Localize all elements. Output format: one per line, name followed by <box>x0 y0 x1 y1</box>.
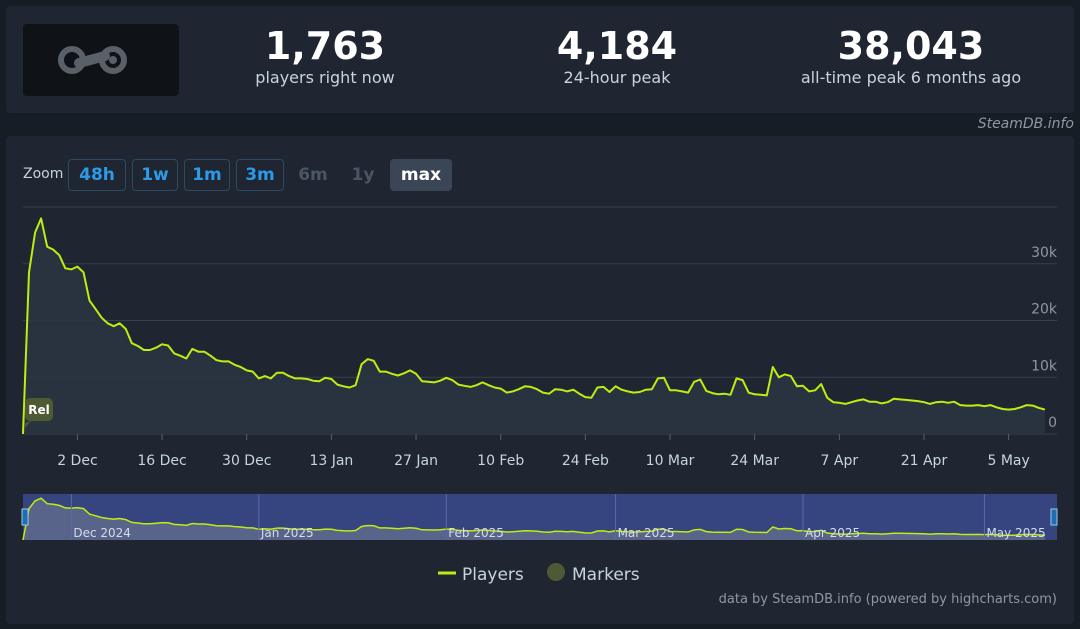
zoom-48h-button[interactable]: 48h <box>68 159 126 191</box>
x-tick-label: 16 Dec <box>137 453 186 469</box>
steam-logo-icon <box>58 46 127 74</box>
x-tick-label: 7 Apr <box>821 453 859 469</box>
navigator-label: Jan 2025 <box>260 526 314 540</box>
navigator-label: Feb 2025 <box>448 526 504 540</box>
x-tick-label: 5 May <box>987 453 1029 469</box>
y-tick-label: 30k <box>1031 245 1058 261</box>
x-tick-label: 2 Dec <box>57 453 97 469</box>
x-tick-label: 24 Mar <box>730 453 779 469</box>
navigator-label: Dec 2024 <box>73 526 131 540</box>
zoom-label: Zoom <box>23 166 64 182</box>
source-note[interactable]: SteamDB.info <box>977 116 1074 132</box>
x-tick-label: 30 Dec <box>222 453 271 469</box>
navigator-handle-left[interactable] <box>21 508 29 526</box>
current-players-value: 1,763 <box>264 24 386 68</box>
current-players-label: players right now <box>255 68 395 87</box>
release-marker-label: Rel <box>28 403 50 417</box>
steam-logo[interactable] <box>23 24 179 96</box>
x-tick-label: 21 Apr <box>901 453 948 469</box>
stat-all-time-peak: 38,043 all-time peak 6 months ago <box>776 24 1046 88</box>
navigator-area <box>23 498 1045 540</box>
peak-24h-value: 4,184 <box>556 24 678 68</box>
stat-current-players: 1,763 players right now <box>240 24 410 88</box>
zoom-1w-button[interactable]: 1w <box>132 159 178 191</box>
all-time-peak-value: 38,043 <box>837 24 985 68</box>
y-tick-label: 20k <box>1031 302 1058 318</box>
navigator-label: Apr 2025 <box>805 526 860 540</box>
x-tick-label: 13 Jan <box>309 453 353 469</box>
zoom-max-button[interactable]: max <box>390 159 452 191</box>
y-tick-label: 10k <box>1031 358 1058 374</box>
navigator-label: May 2025 <box>986 526 1045 540</box>
release-marker <box>25 398 53 421</box>
all-time-peak-label: all-time peak 6 months ago <box>800 68 1022 87</box>
zoom-1y-button[interactable]: 1y <box>340 159 386 191</box>
players-area <box>23 218 1045 434</box>
zoom-3m-button[interactable]: 3m <box>236 159 284 191</box>
legend-markers-label[interactable]: Markers <box>572 565 640 585</box>
legend-players-label[interactable]: Players <box>462 565 524 585</box>
chart-credits[interactable]: data by SteamDB.info (powered by highcha… <box>718 592 1057 607</box>
x-tick-label: 10 Mar <box>646 453 695 469</box>
stats-panel: 1,763 players right now 4,184 24-hour pe… <box>6 6 1074 113</box>
marker-pointer <box>25 421 31 428</box>
navigator-handle-right[interactable] <box>1050 508 1058 526</box>
navigator-label: Mar 2025 <box>618 526 675 540</box>
players-series-line <box>22 217 1046 435</box>
navigator-series-line <box>22 497 1045 541</box>
zoom-1m-button[interactable]: 1m <box>184 159 230 191</box>
stat-24h-peak: 4,184 24-hour peak <box>532 24 702 88</box>
zoom-6m-button[interactable]: 6m <box>290 159 336 191</box>
y-tick-label: 0 <box>1048 415 1057 431</box>
x-tick-label: 27 Jan <box>394 453 438 469</box>
legend-markers-symbol <box>547 563 565 581</box>
x-tick-label: 24 Feb <box>562 453 609 469</box>
peak-24h-label: 24-hour peak <box>563 68 671 87</box>
x-tick-label: 10 Feb <box>477 453 524 469</box>
